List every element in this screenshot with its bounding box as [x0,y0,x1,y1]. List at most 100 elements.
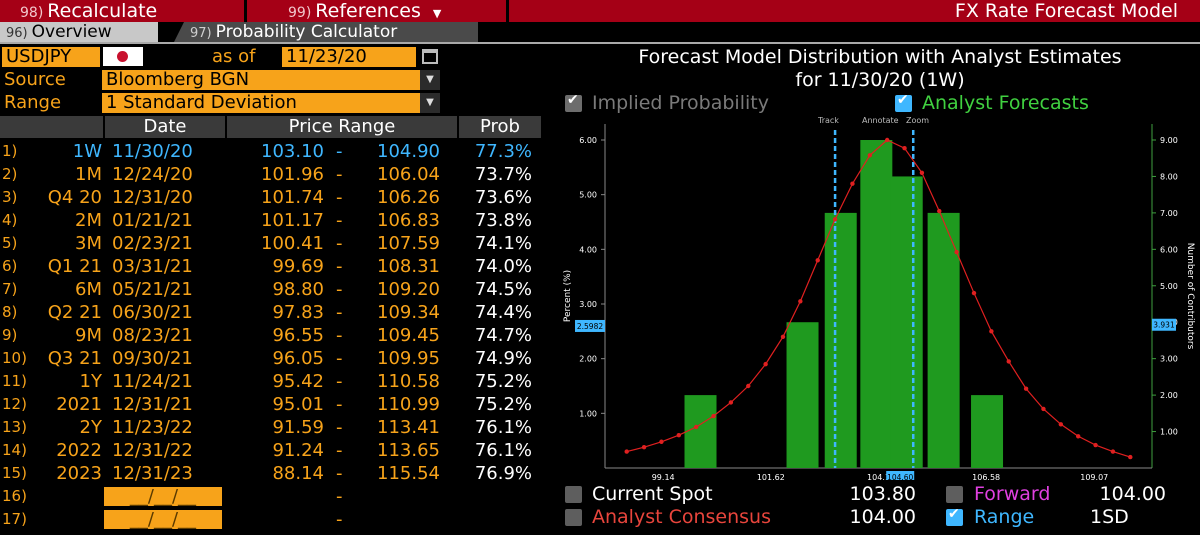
curve-point [693,424,699,430]
x-axis-marker-label: 104.60 [887,473,913,480]
japan-flag-icon [103,47,143,66]
as-of-label: as of [212,46,256,67]
range-footer-label: Range [974,506,1035,528]
table-row[interactable]: 15) 2023 12/31/23 88.14- 115.54 76.9% [0,462,548,485]
row-index: 17) [2,510,27,528]
forward-checkbox[interactable] [946,486,963,503]
row-high-price: 107.59 [377,233,440,254]
ticker-field[interactable]: USDJPY [2,47,100,67]
row-probability: 74.0% [474,256,532,277]
table-row[interactable]: 8) Q2 21 06/30/21 97.83- 109.34 74.4% [0,301,548,324]
y-tick-label: 4.00 [579,245,597,254]
tab-label: Overview [31,22,112,42]
row-tenor: Q4 20 [47,187,102,208]
row-low-price: 88.14 [272,463,324,484]
row-index: 7) [2,280,18,298]
x-tick-label: 106.58 [972,473,1000,480]
analyst-consensus-checkbox[interactable] [565,509,582,526]
forward-value: 104.00 [1099,483,1166,505]
table-row[interactable]: 16) __/__/__ - [0,485,548,508]
recalculate-number: 98) [20,5,44,21]
chart-subtitle: for 11/30/20 (1W) [795,69,965,91]
x-tick-label: 101.62 [757,473,785,480]
current-spot-label: Current Spot [592,483,713,505]
chart-title: Forecast Model Distribution with Analyst… [638,46,1122,68]
row-range-dash: - [336,187,343,208]
curve-point [1128,454,1133,460]
forecast-bar [971,395,1004,468]
row-low-price: 96.55 [272,325,324,346]
x-axis-marker [886,471,915,480]
curve-point [780,334,786,339]
table-row[interactable]: 1) 1W 11/30/20 103.10- 104.90 77.3% [0,140,548,163]
curve-point [1058,422,1064,427]
implied-probability-checkbox[interactable]: ✔ [565,92,582,112]
row-probability: 73.7% [474,164,532,185]
chevron-down-icon[interactable]: ▼ [420,70,440,90]
table-row[interactable]: 3) Q4 20 12/31/20 101.74- 106.26 73.6% [0,186,548,209]
y2-tick-label: 9.00 [1160,136,1178,145]
y-tick-label: 6.00 [579,136,597,145]
analyst-forecasts-checkbox[interactable]: ✔ [895,92,912,112]
checkmark-icon: ✔ [897,92,909,108]
row-date[interactable]: __/__/__ [104,487,222,506]
table-row[interactable]: 11) 1Y 11/24/21 95.42- 110.58 75.2% [0,370,548,393]
row-date: 02/23/21 [112,233,193,254]
calendar-icon[interactable] [422,49,438,64]
table-row[interactable]: 9) 9M 08/23/21 96.55- 109.45 74.7% [0,324,548,347]
row-range-dash: - [336,164,343,185]
row-probability: 75.2% [474,371,532,392]
distribution-chart[interactable]: Track Annotate Zoom 1.00 2.00 3.00 4.00 5.00 6.0… [560,112,1200,480]
row-tenor: 2022 [56,440,102,461]
table-row[interactable]: 10) Q3 21 09/30/21 96.05- 109.95 74.9% [0,347,548,370]
y2-tick-label: 6.00 [1160,245,1178,254]
row-low-price: 103.10 [261,141,324,162]
curve-point [798,299,803,304]
row-low-price: 95.42 [272,371,324,392]
checkmark-icon: ✔ [948,506,960,522]
curve-point [971,290,977,296]
row-probability: 73.6% [474,187,532,208]
references-button[interactable]: 99) References ▼ [288,0,441,22]
current-spot-checkbox[interactable] [565,486,582,503]
range-footer-value: 1SD [1090,506,1129,528]
row-low-price: 91.59 [272,417,324,438]
range-checkbox[interactable]: ✔ [946,506,963,526]
table-row[interactable]: 13) 2Y 11/23/22 91.59- 113.41 76.1% [0,416,548,439]
row-tenor: Q1 21 [47,256,102,277]
table-row[interactable]: 7) 6M 05/21/21 98.80- 109.20 74.5% [0,278,548,301]
row-low-price: 98.80 [272,279,324,300]
row-index: 12) [2,395,27,413]
row-tenor: 9M [75,325,102,346]
as-of-date-field[interactable]: 11/23/20 [282,47,416,67]
table-row[interactable]: 4) 2M 01/21/21 101.17- 106.83 73.8% [0,209,548,232]
table-row[interactable]: 2) 1M 12/24/20 101.96- 106.04 73.7% [0,163,548,186]
curve-point [867,153,873,158]
y-tick-label: 3.00 [579,300,597,309]
source-dropdown[interactable]: Bloomberg BGN [102,70,420,90]
table-row[interactable]: 12) 2021 12/31/21 95.01- 110.99 75.2% [0,393,548,416]
row-index: 14) [2,441,27,459]
table-row[interactable]: 14) 2022 12/31/22 91.24- 113.65 76.1% [0,439,548,462]
curve-point [728,400,734,405]
row-high-price: 110.99 [377,394,440,415]
recalculate-button[interactable]: 98) Recalculate [20,0,157,22]
y-tick-label: 1.00 [579,409,597,418]
table-row[interactable]: 6) Q1 21 03/31/21 99.69- 108.31 74.0% [0,255,548,278]
table-row[interactable]: 17) __/__/__ - [0,508,548,531]
chevron-down-icon[interactable]: ▼ [420,93,440,113]
tab-probability-calculator[interactable]: 97) Probability Calculator [174,22,478,42]
analyst-consensus-value: 104.00 [849,506,916,528]
range-dropdown[interactable]: 1 Standard Deviation [102,93,420,113]
row-date: 09/30/21 [112,348,193,369]
tab-overview[interactable]: 96) Overview [0,22,158,42]
price-range-column-header: Price Range [227,116,457,138]
row-index: 10) [2,349,27,367]
curve-point [884,137,890,143]
row-date[interactable]: __/__/__ [104,510,222,529]
tab-label: Probability Calculator [215,22,398,42]
y2-tick-label: 7.00 [1160,209,1178,218]
row-probability: 76.1% [474,440,532,461]
table-row[interactable]: 5) 3M 02/23/21 100.41- 107.59 74.1% [0,232,548,255]
row-date: 11/24/21 [112,371,193,392]
